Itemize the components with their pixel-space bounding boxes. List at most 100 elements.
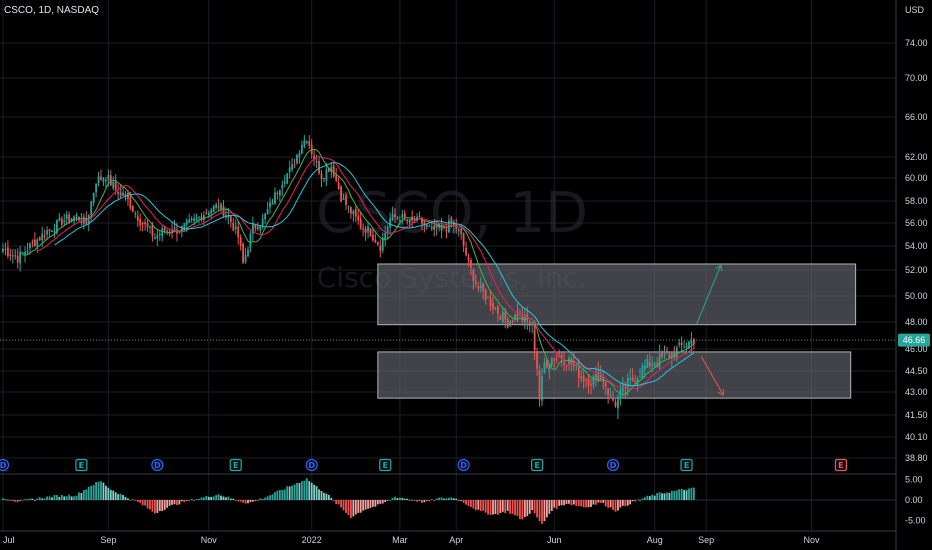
candle xyxy=(550,356,553,367)
osc-bar xyxy=(511,500,514,514)
price-tick: 50.00 xyxy=(905,291,928,301)
zone-rect-1 xyxy=(377,263,857,326)
moving-averages xyxy=(22,148,695,395)
price-tick: 46.00 xyxy=(905,344,928,354)
candle xyxy=(259,224,262,235)
osc-bar xyxy=(396,498,399,500)
osc-bar xyxy=(82,489,85,500)
osc-bar xyxy=(90,485,93,500)
osc-bar xyxy=(217,494,220,500)
candle xyxy=(278,189,281,202)
osc-bar xyxy=(399,497,401,500)
osc-bar xyxy=(19,500,22,501)
osc-bar xyxy=(607,500,610,508)
osc-bar xyxy=(614,500,617,512)
osc-bar xyxy=(320,490,323,500)
candle xyxy=(48,228,51,238)
candle xyxy=(229,215,232,228)
osc-bar xyxy=(597,500,600,503)
candle xyxy=(51,229,53,233)
osc-bar xyxy=(661,493,663,500)
candle xyxy=(406,218,409,225)
osc-bar xyxy=(577,500,580,506)
osc-bar xyxy=(58,497,61,500)
candle xyxy=(234,219,237,235)
osc-bar xyxy=(438,497,440,500)
svg-text:D: D xyxy=(610,461,617,470)
osc-bar xyxy=(178,500,181,505)
osc-bar xyxy=(325,493,328,500)
candle xyxy=(310,138,313,159)
candle xyxy=(575,363,578,371)
candle xyxy=(639,368,641,378)
osc-bar xyxy=(465,500,467,505)
osc-bar xyxy=(693,487,695,500)
candle xyxy=(127,190,129,206)
candle xyxy=(472,268,475,290)
osc-bar xyxy=(470,500,472,507)
osc-bar xyxy=(683,489,685,500)
osc-bar xyxy=(629,500,632,505)
osc-bar xyxy=(675,490,678,500)
osc-bar xyxy=(203,497,205,500)
candle xyxy=(11,249,14,264)
price-tick: 70.00 xyxy=(905,73,928,83)
candle xyxy=(144,218,146,231)
osc-bar xyxy=(139,500,142,503)
osc-bar xyxy=(359,500,362,513)
candle xyxy=(354,205,357,223)
candle xyxy=(445,223,448,239)
candle xyxy=(75,212,78,222)
osc-bar xyxy=(151,500,154,512)
osc-bar xyxy=(372,500,374,507)
osc-bar xyxy=(87,486,90,500)
osc-bar xyxy=(259,498,262,500)
osc-bar xyxy=(212,496,215,500)
event-e: E xyxy=(680,458,693,472)
osc-bar xyxy=(146,500,149,509)
candle xyxy=(237,221,240,245)
event-e: E xyxy=(379,458,392,472)
candle xyxy=(585,378,587,388)
osc-bar xyxy=(509,500,512,514)
svg-text:D: D xyxy=(154,461,161,470)
osc-bar xyxy=(516,500,519,516)
osc-bar xyxy=(229,498,232,500)
candle xyxy=(693,337,695,350)
osc-bar xyxy=(95,482,97,500)
price-tick: 38.80 xyxy=(905,453,928,463)
candle xyxy=(109,170,112,187)
osc-bar xyxy=(293,484,296,500)
candle xyxy=(308,135,311,150)
candle xyxy=(220,202,222,213)
osc-bar xyxy=(122,494,124,500)
candle xyxy=(14,249,17,260)
osc-bar xyxy=(134,500,137,501)
candle xyxy=(100,169,102,181)
osc-bar xyxy=(666,492,668,500)
candle xyxy=(487,296,489,299)
osc-bar xyxy=(619,500,622,508)
osc-tick: 5.00 xyxy=(905,475,923,485)
osc-bar xyxy=(195,499,198,500)
osc-bar xyxy=(16,500,19,503)
candle xyxy=(325,162,328,187)
osc-bar xyxy=(237,500,240,502)
candle xyxy=(631,368,634,383)
candle xyxy=(533,320,536,361)
candle xyxy=(352,209,355,222)
time-tick: Jul xyxy=(3,535,15,545)
osc-bar xyxy=(21,499,24,501)
osc-bar xyxy=(621,500,624,506)
osc-bar xyxy=(558,500,561,506)
candles xyxy=(2,134,695,420)
osc-bar xyxy=(4,499,7,501)
osc-bar xyxy=(291,485,293,500)
candle xyxy=(43,229,46,241)
candle xyxy=(494,306,497,311)
candle xyxy=(497,305,499,322)
osc-bar xyxy=(450,497,453,500)
osc-bar xyxy=(354,500,357,515)
osc-bar xyxy=(416,500,418,502)
